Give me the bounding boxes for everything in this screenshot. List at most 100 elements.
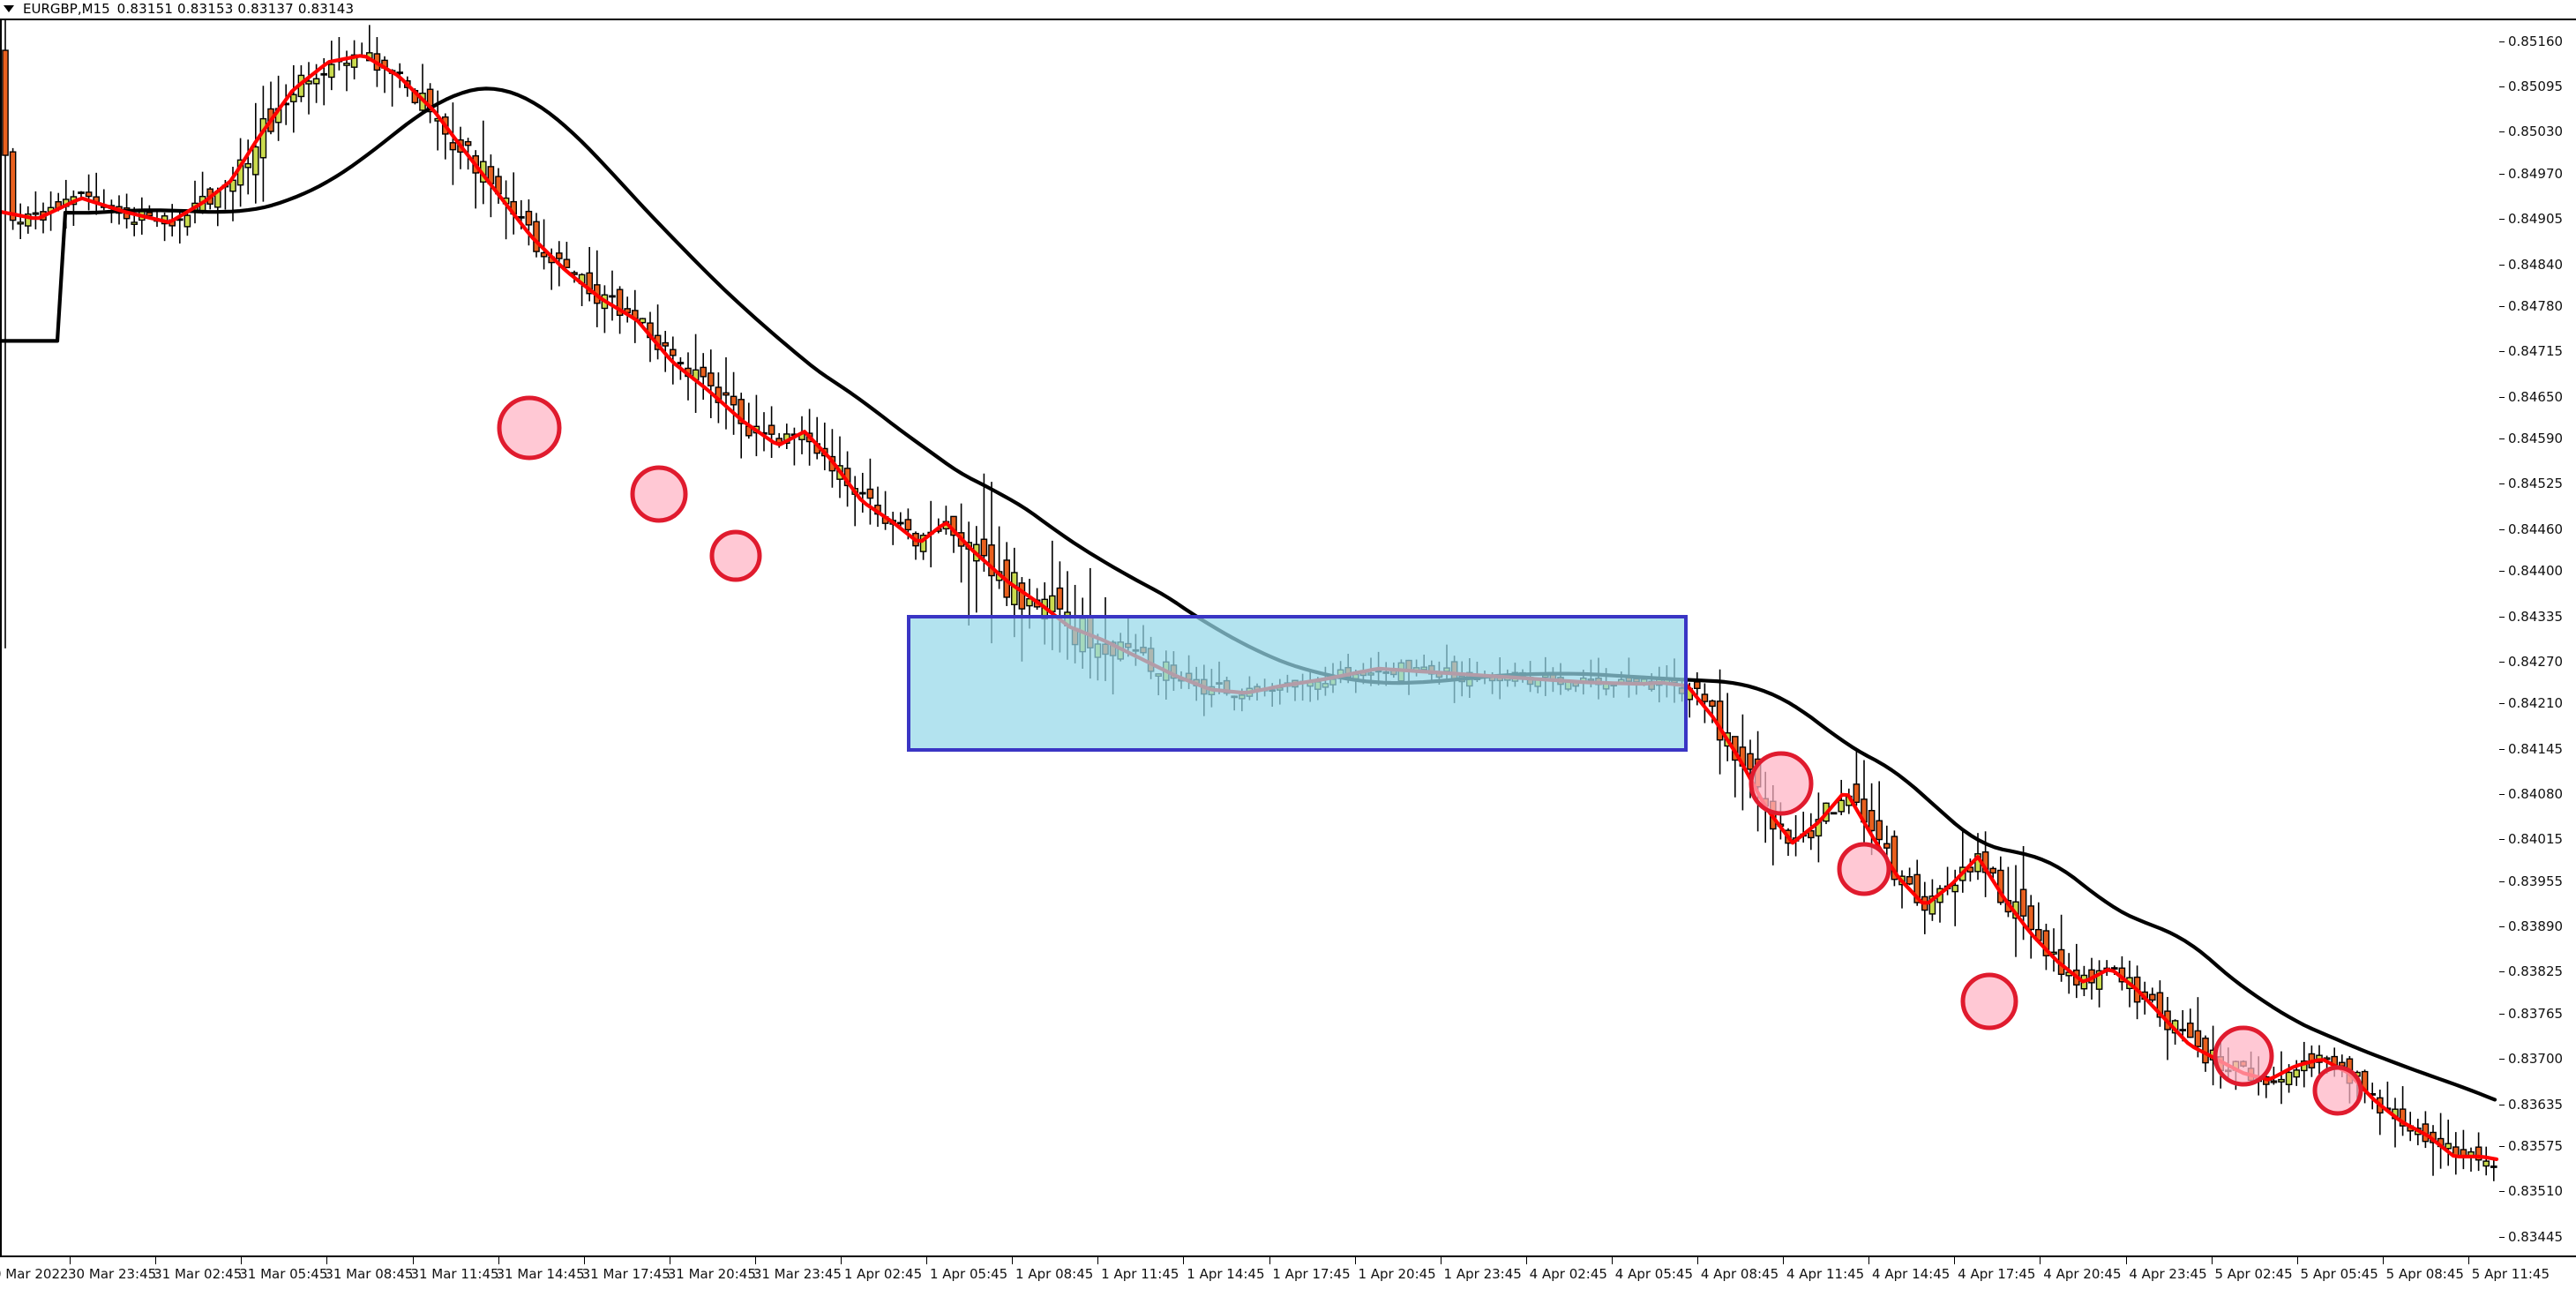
candle-body <box>525 210 533 226</box>
candle-body <box>426 88 434 113</box>
candle-body <box>2186 1023 2194 1038</box>
candle-body <box>183 214 191 228</box>
price-axis-tick <box>2499 1236 2505 1238</box>
price-axis-label: 0.83955 <box>2508 873 2564 889</box>
highlight-zone-rectangle[interactable] <box>907 615 1688 752</box>
candle-body <box>464 140 472 146</box>
candle-body <box>252 146 259 176</box>
chart-plot-area[interactable] <box>0 19 2499 1257</box>
candle-body <box>540 251 548 258</box>
candle-body <box>518 215 525 219</box>
candle-body <box>1928 896 1936 915</box>
price-axis-label: 0.83765 <box>2508 1005 2564 1022</box>
price-axis-tick <box>2499 173 2505 175</box>
candle-body <box>738 399 745 424</box>
time-axis-label: 1 Apr 14:45 <box>1187 1266 1265 1282</box>
time-axis-label: 31 Mar 20:45 <box>667 1266 756 1282</box>
time-axis-label: 30 Mar 23:45 <box>68 1266 157 1282</box>
price-axis-label: 0.84015 <box>2508 831 2564 848</box>
reversal-marker-4[interactable] <box>1749 751 1814 816</box>
price-axis-tick <box>2499 971 2505 973</box>
price-axis-tick <box>2499 616 2505 618</box>
candle-body <box>904 519 912 531</box>
time-axis-label: 4 Apr 05:45 <box>1614 1266 1694 1282</box>
time-axis-tick <box>1097 1257 1099 1264</box>
price-axis[interactable]: 0.85160 0.85095 0.85030 0.84970 0.84905 0.848… <box>2499 19 2576 1257</box>
price-axis-label: 0.84715 <box>2508 343 2564 360</box>
price-axis-tick <box>2499 1013 2505 1015</box>
candle-body <box>1913 873 1921 903</box>
candle-series <box>2 20 2497 1181</box>
candle-body <box>1807 829 1815 839</box>
time-axis-label: 4 Apr 20:45 <box>2043 1266 2122 1282</box>
price-axis-label: 0.83825 <box>2508 963 2564 980</box>
candle-body <box>1853 783 1861 804</box>
price-axis-tick <box>2499 483 2505 485</box>
candle-body <box>78 191 85 194</box>
candle-body <box>1838 799 1846 813</box>
fast-zigzag-line <box>2 54 2499 1161</box>
candle-body <box>343 63 350 66</box>
candle-body <box>1891 836 1898 881</box>
time-axis-label: 31 Mar 17:45 <box>581 1266 670 1282</box>
time-axis-label: 31 Mar 05:45 <box>239 1266 328 1282</box>
candle-body <box>1747 753 1754 770</box>
price-axis-tick <box>2499 1146 2505 1147</box>
candle-body <box>449 142 457 151</box>
price-axis-tick <box>2499 528 2505 530</box>
time-axis-label: 4 Apr 08:45 <box>1700 1266 1779 1282</box>
candle-body <box>1906 876 1913 885</box>
candle-body <box>2148 993 2156 1001</box>
candle-body <box>662 341 669 347</box>
candle-body <box>312 78 320 85</box>
time-axis-tick <box>1354 1257 1356 1264</box>
time-axis-label: 5 Apr 11:45 <box>2471 1266 2550 1282</box>
reversal-marker-2[interactable] <box>630 465 688 523</box>
reversal-marker-6[interactable] <box>1960 972 2018 1030</box>
reversal-marker-7[interactable] <box>2213 1025 2274 1087</box>
candle-body <box>2110 967 2118 970</box>
price-axis-tick <box>2499 86 2505 88</box>
candle-body <box>988 544 995 577</box>
time-axis-label: 1 Apr 17:45 <box>1272 1266 1351 1282</box>
candle-body <box>25 213 32 227</box>
candle-body <box>866 488 874 499</box>
time-axis-label: 31 Mar 23:45 <box>753 1266 842 1282</box>
price-axis-label: 0.83635 <box>2508 1096 2564 1113</box>
time-axis-tick <box>2382 1257 2384 1264</box>
price-axis-label: 0.83510 <box>2508 1183 2564 1200</box>
time-axis-tick <box>155 1257 157 1264</box>
candle-body <box>1056 587 1064 610</box>
candle-body <box>85 191 93 198</box>
time-axis-tick <box>1183 1257 1185 1264</box>
price-axis-tick <box>2499 1191 2505 1193</box>
price-axis-label: 0.84335 <box>2508 608 2564 625</box>
price-axis-tick <box>2499 264 2505 266</box>
price-axis-label: 0.84970 <box>2508 165 2564 182</box>
triangle-down-icon[interactable] <box>4 5 14 12</box>
time-axis-label: 4 Apr 17:45 <box>1958 1266 2036 1282</box>
symbol-info-bar: EURGBP,M15 0.83151 0.83153 0.83137 0.831… <box>0 0 354 18</box>
candle-body <box>859 491 866 495</box>
candle-body <box>2156 992 2164 1018</box>
reversal-marker-3[interactable] <box>709 529 762 582</box>
reversal-marker-group[interactable] <box>497 395 2363 1116</box>
price-axis-label: 0.84145 <box>2508 740 2564 757</box>
time-axis-label: 31 Mar 11:45 <box>410 1266 499 1282</box>
reversal-marker-5[interactable] <box>1837 842 1891 896</box>
candle-body <box>563 259 571 268</box>
candle-body <box>616 289 624 317</box>
time-axis-tick <box>2040 1257 2041 1264</box>
candle-body <box>919 535 927 552</box>
time-axis-label: 1 Apr 23:45 <box>1443 1266 1522 1282</box>
candle-body <box>723 392 730 396</box>
candle-body <box>2278 1078 2285 1083</box>
candle-body <box>2019 888 2027 917</box>
time-axis-label: 1 Apr 11:45 <box>1101 1266 1179 1282</box>
reversal-marker-1[interactable] <box>497 395 562 461</box>
time-axis-label: 5 Apr 02:45 <box>2214 1266 2293 1282</box>
price-axis-label: 0.84590 <box>2508 431 2564 447</box>
reversal-marker-8[interactable] <box>2312 1065 2363 1116</box>
time-axis-label: 31 Mar 08:45 <box>325 1266 414 1282</box>
